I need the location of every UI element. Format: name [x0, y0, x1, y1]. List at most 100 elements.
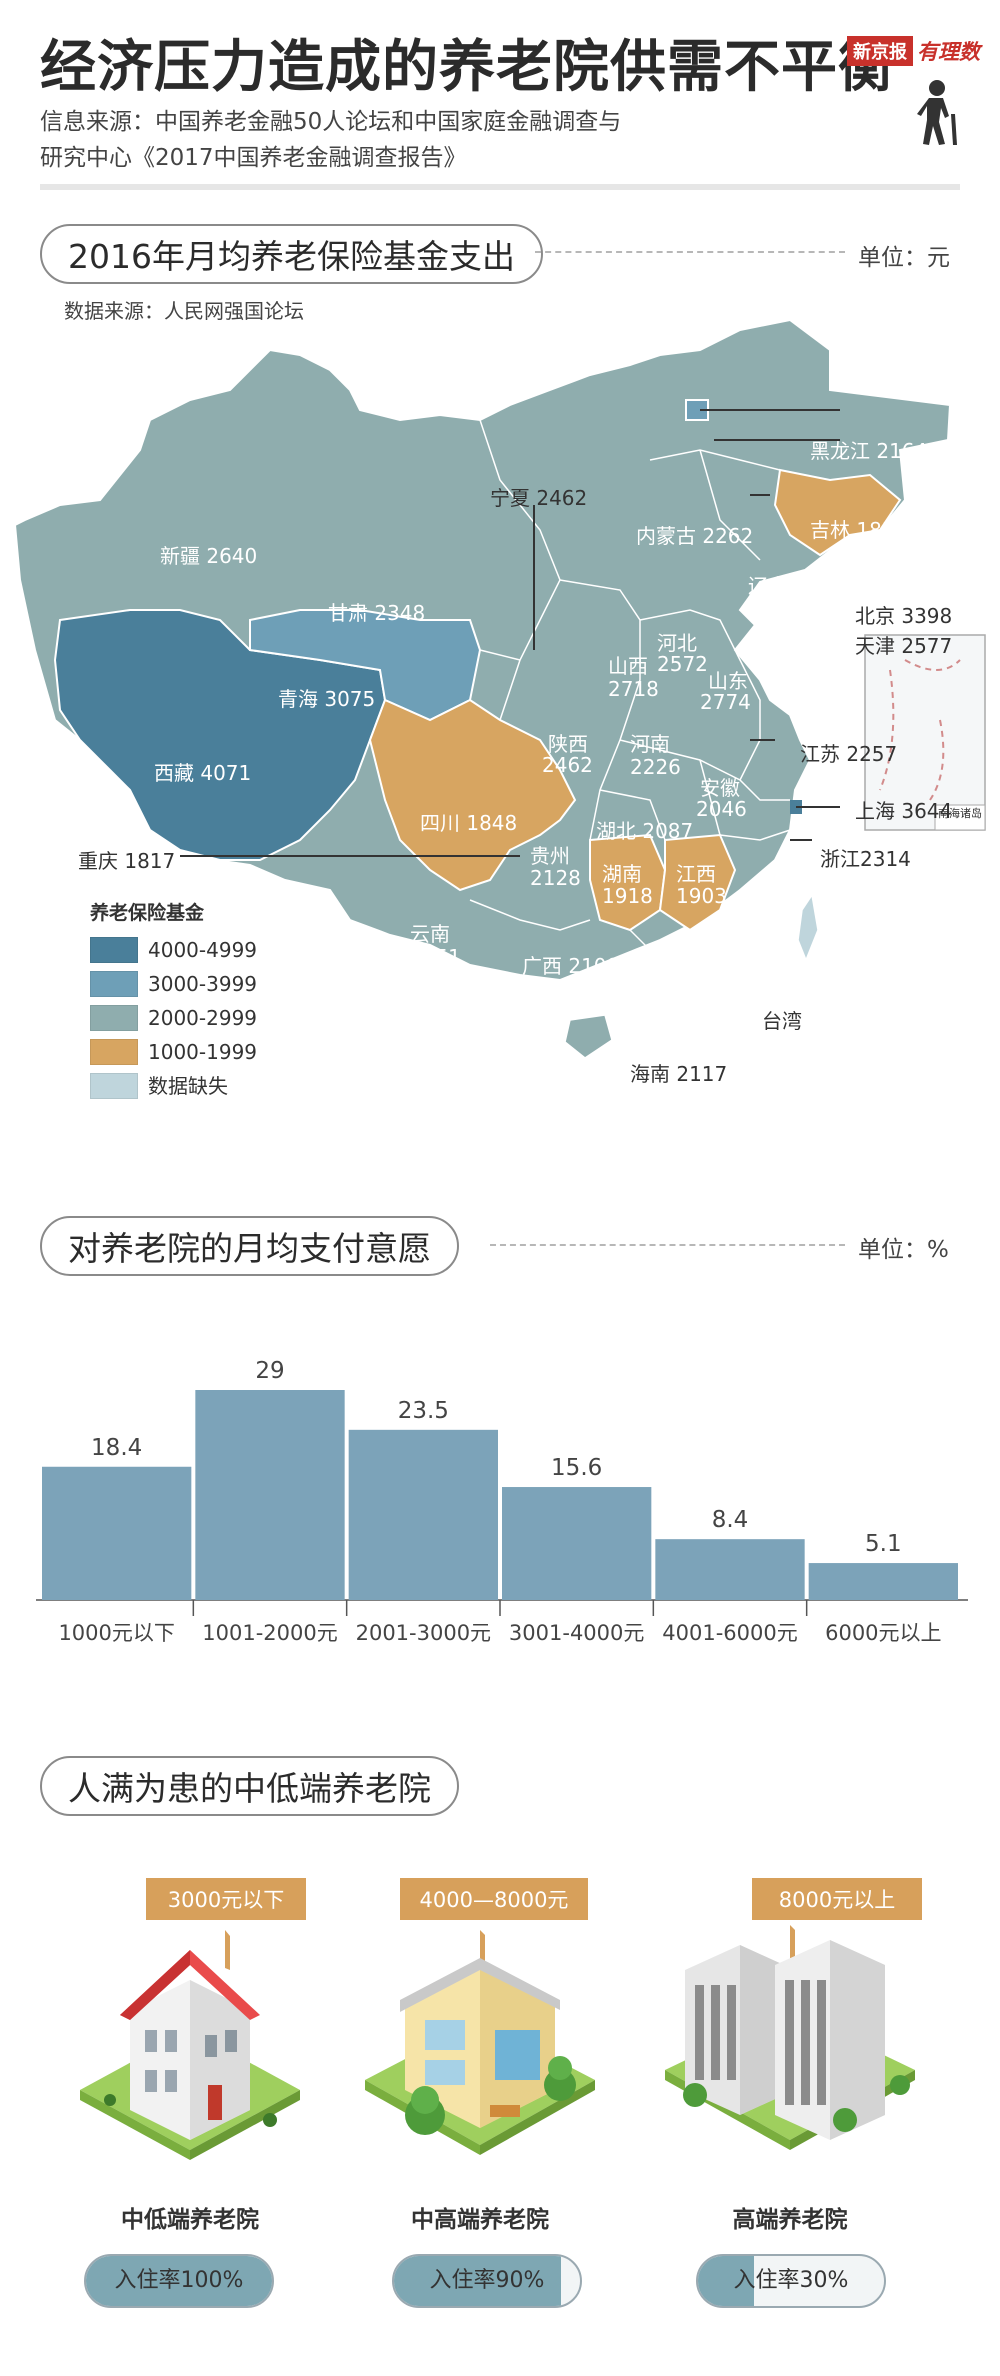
bar-value-label: 23.5 — [398, 1398, 449, 1424]
legend-label: 2000-2999 — [148, 1006, 258, 1030]
x-tick-label: 4001-6000元 — [662, 1621, 797, 1645]
legend-label: 数据缺失 — [148, 1074, 228, 1098]
chart-unit: 单位：% — [858, 1237, 949, 1263]
price-tag: 4000—8000元 — [400, 1878, 588, 1920]
region-label: 福建 — [728, 894, 768, 918]
map-unit: 单位：元 — [858, 245, 950, 271]
section-title-chart: 对养老院的月均支付意愿 — [40, 1216, 459, 1276]
occupancy-label: 入住率30% — [733, 2268, 849, 2293]
region-label: 2128 — [530, 866, 581, 890]
legend-label: 3000-3999 — [148, 972, 258, 996]
region-label: 2251 — [410, 945, 461, 969]
brand-logo: 新京报 有理数 — [847, 36, 980, 66]
legend-item: 1000-1999 — [90, 1035, 257, 1069]
region-label: 贵州 — [530, 844, 570, 868]
x-tick-label: 3001-4000元 — [509, 1621, 644, 1645]
region-label: 1918 — [602, 884, 653, 908]
region-label: 山东 — [708, 669, 748, 693]
map-region-jiangxi — [658, 833, 737, 932]
price-tag: 3000元以下 — [146, 1878, 306, 1920]
map-region-taiwan — [797, 893, 819, 963]
legend-swatch — [90, 937, 138, 963]
bar-value-label: 15.6 — [551, 1455, 602, 1481]
region-label: 湖北 2087 — [596, 819, 694, 843]
region-label: 甘肃 2348 — [328, 601, 426, 625]
region-label: 湖南 — [602, 862, 642, 886]
china-map — [13, 320, 986, 1059]
region-label: 吉林 1857 — [810, 518, 908, 542]
occupancy-fill — [394, 2256, 562, 2306]
mid-high-end-home-icon — [365, 1930, 595, 2155]
section-dash-line — [490, 1244, 845, 1246]
home-name: 中低端养老院 — [121, 2207, 259, 2233]
map-region-hunan — [589, 833, 667, 932]
region-label: 四川 1848 — [420, 811, 518, 835]
map-region-hainan — [564, 1014, 613, 1059]
low-end-home-icon — [80, 1930, 300, 2160]
header-divider — [40, 184, 960, 190]
payment-willingness-chart: 18.4 1000元以下 29 1001-2000元 23.5 2001-3000元 15.… — [36, 1358, 968, 1645]
info-source: 信息来源：中国养老金融50人论坛和中国家庭金融调查与 研究中心《2017中国养老… — [40, 104, 740, 176]
legend-item: 3000-3999 — [90, 967, 257, 1001]
occupancy-label: 入住率100% — [114, 2268, 244, 2293]
x-tick-label: 1001-2000元 — [202, 1621, 337, 1645]
map-legend: 养老保险基金 4000-4999 3000-3999 2000-2999 100… — [90, 898, 257, 1103]
legend-label: 1000-1999 — [148, 1040, 258, 1064]
bar-value-label: 18.4 — [91, 1435, 142, 1461]
region-label: 宁夏 2462 — [490, 486, 588, 510]
region-label: 天津 2577 — [855, 634, 953, 658]
bar — [348, 1429, 498, 1600]
inset-label: 南海诸岛 — [938, 807, 982, 820]
south-china-sea-inset — [864, 634, 986, 831]
map-data-source: 数据来源：人民网强国论坛 — [64, 299, 304, 323]
region-label: 海南 2117 — [630, 1062, 728, 1086]
region-label: 河南 — [630, 732, 670, 756]
region-label: 江苏 2257 — [800, 742, 898, 766]
region-label: 陕西 — [548, 732, 588, 756]
elderly-walking-icon — [917, 80, 957, 145]
legend-item: 4000-4999 — [90, 933, 257, 967]
source-line-2: 研究中心《2017中国养老金融调查报告》 — [40, 145, 467, 171]
legend-item: 2000-2999 — [90, 1001, 257, 1035]
legend-label: 4000-4999 — [148, 938, 258, 962]
region-label: 内蒙古 2262 — [636, 524, 754, 548]
bar — [808, 1563, 958, 1600]
legend-swatch — [90, 1039, 138, 1065]
page-title: 经济压力造成的养老院供需不平衡 — [40, 35, 895, 100]
bar — [655, 1539, 805, 1600]
region-label: 西藏 4071 — [154, 761, 252, 785]
section-dash-line — [535, 251, 845, 253]
region-label: 2046 — [696, 797, 747, 821]
section-title-homes: 人满为患的中低端养老院 — [40, 1756, 459, 1816]
high-end-home-icon — [665, 1925, 915, 2150]
x-tick-label: 2001-3000元 — [356, 1621, 491, 1645]
section-title-map: 2016年月均养老保险基金支出 — [40, 224, 543, 284]
brand-name: 新京报 — [847, 36, 913, 66]
bar — [195, 1390, 345, 1600]
legend-item: 数据缺失 — [90, 1069, 257, 1103]
region-label: 台湾 — [762, 1009, 802, 1033]
region-label: 2462 — [542, 753, 593, 777]
occupancy-bar: 入住率30% — [696, 2254, 886, 2308]
region-label: 辽宁 2268 — [748, 574, 846, 598]
source-line-1: 信息来源：中国养老金融50人论坛和中国家庭金融调查与 — [40, 109, 622, 135]
bar-value-label: 29 — [255, 1358, 284, 1384]
occupancy-label: 入住率90% — [429, 2268, 545, 2293]
region-label: 北京 3398 — [855, 604, 953, 628]
region-label: 2226 — [630, 755, 681, 779]
price-tag: 8000元以上 — [752, 1878, 922, 1920]
occupancy-fill — [86, 2256, 272, 2306]
map-region-sichuan — [368, 698, 577, 892]
region-label: 山西 — [608, 654, 648, 678]
legend-swatch — [90, 1005, 138, 1031]
home-name: 高端养老院 — [732, 2207, 848, 2233]
region-label: 江西 — [676, 862, 716, 886]
region-label: 河北 — [657, 631, 697, 655]
occupancy-bar: 入住率90% — [392, 2254, 582, 2308]
map-region-jilin — [773, 468, 902, 557]
region-label: 2774 — [700, 690, 751, 714]
x-tick-label: 1000元以下 — [58, 1621, 174, 1645]
brand-column: 有理数 — [917, 40, 980, 64]
home-name: 中高端养老院 — [411, 2207, 549, 2233]
region-label: 重庆 1817 — [78, 849, 176, 873]
